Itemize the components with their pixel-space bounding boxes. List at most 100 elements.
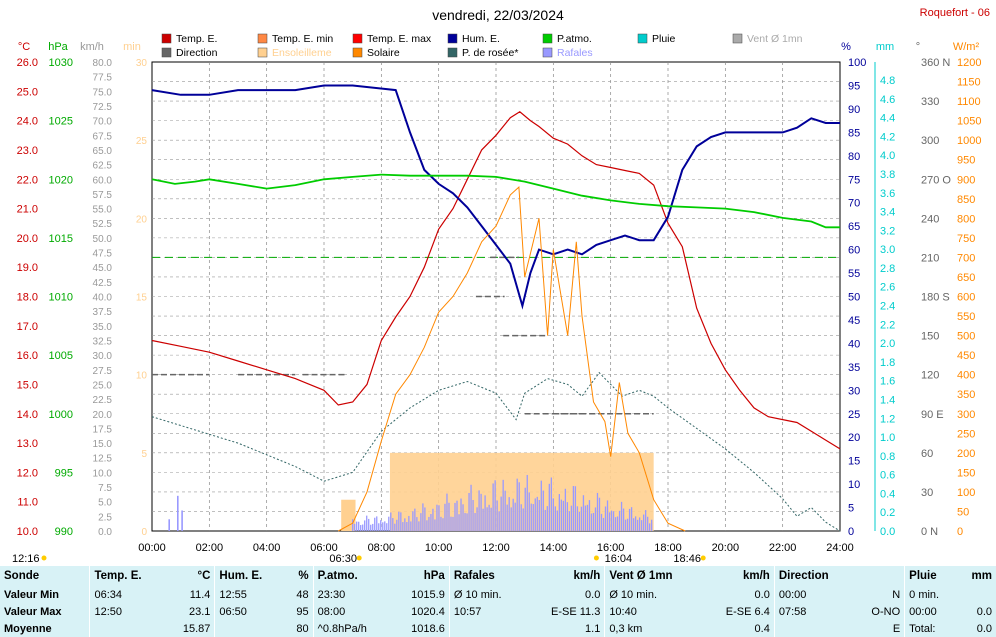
stats-cell: 0,3 km [604, 620, 703, 637]
rain-tick-label: 4.8 [880, 75, 895, 87]
stats-cell: 48 [296, 589, 309, 602]
solar-tick-label: 200 [957, 448, 975, 460]
temp-tick-label: 22.0 [17, 174, 38, 186]
solar-tick-label: 1050 [957, 116, 981, 128]
humidity-tick-label: 20 [848, 432, 860, 444]
stats-cell: 1020.4 [411, 605, 445, 618]
temp-tick-label: 26.0 [17, 57, 38, 69]
stats-cell: 06:34 [89, 586, 166, 604]
humidity-tick-label: 5 [848, 503, 854, 515]
direction-tick-label: 360 N [921, 57, 950, 69]
pressure-tick-label: 990 [55, 526, 73, 538]
rain-tick-label: 3.0 [880, 244, 895, 256]
legend-swatch [352, 47, 363, 58]
weather-chart: vendredi, 22/03/2024 Roquefort - 06 Temp… [12, 7, 990, 565]
stats-header-wind: Vent Ø 1mn [604, 566, 703, 587]
temp-tick-label: 17.0 [17, 321, 38, 333]
direction-unit-label: ° [916, 41, 920, 53]
humidity-tick-label: 60 [848, 245, 860, 257]
stats-cell: 1018.6 [411, 622, 445, 635]
temp-tick-label: 21.0 [17, 204, 38, 216]
wind-tick-label: 70.0 [93, 117, 113, 128]
stats-row-avg: Moyenne 15.87 80 ^0.8hPa/h 1018.6 1.1 0,… [0, 620, 996, 637]
direction-tick-label: 0 N [921, 526, 938, 538]
direction-tick-label: 150 [921, 331, 939, 343]
humidity-tick-label: 85 [848, 127, 860, 139]
legend-label: Solaire [367, 47, 400, 59]
pressure-tick-label: 1000 [49, 409, 73, 421]
time-tick-label: 10:00 [425, 542, 453, 554]
legend-label: Pluie [652, 33, 676, 45]
stats-cell: 00:00 [773, 586, 854, 604]
legend-label: P. de rosée* [462, 47, 518, 59]
pressure-tick-label: 1025 [49, 116, 73, 128]
rain-tick-label: 1.6 [880, 376, 895, 388]
humidity-tick-label: 95 [848, 80, 860, 92]
sun_min-unit-label: min [123, 41, 141, 53]
stats-header-sonde: Sonde [4, 570, 40, 583]
humidity-tick-label: 40 [848, 338, 860, 350]
stats-cell [957, 587, 996, 604]
chart-title: vendredi, 22/03/2024 [432, 7, 564, 23]
rain-tick-label: 0.6 [880, 470, 895, 482]
humidity-tick-label: 65 [848, 221, 860, 233]
solar-tick-label: 50 [957, 506, 969, 518]
rain-tick-label: 4.2 [880, 131, 895, 143]
humidity-tick-label: 50 [848, 292, 860, 304]
pressure-tick-label: 1015 [49, 233, 73, 245]
pressure-tick-label: 1020 [49, 174, 73, 186]
legend-swatch [257, 33, 268, 44]
legend-swatch [447, 47, 458, 58]
solar-tick-label: 1150 [957, 77, 981, 89]
stats-table: Sonde Temp. E. °C Hum. E. % P.atmo. hPa … [0, 566, 996, 637]
stats-cell [89, 620, 166, 637]
solar-tick-label: 500 [957, 331, 975, 343]
pressure-tick-label: 1010 [49, 292, 73, 304]
temp-tick-label: 11.0 [17, 497, 38, 509]
pressure-tick-label: 995 [55, 467, 73, 479]
sunshine-bar [341, 499, 356, 531]
rain-tick-label: 4.0 [880, 150, 895, 162]
wind-tick-label: 0.0 [98, 527, 112, 538]
sun_min-tick-label: 30 [136, 58, 148, 69]
station-name: Roquefort - 06 [920, 7, 990, 19]
stats-cell: 10:57 [448, 603, 526, 621]
wind-tick-label: 27.5 [93, 366, 113, 377]
series-line-p-atmo [151, 173, 840, 229]
stats-cell: 07:58 [773, 603, 854, 621]
rain-unit-label: mm [876, 41, 894, 53]
direction-tick-label: 270 O [921, 174, 951, 186]
stats-cell [773, 620, 854, 637]
time-marker-label: 12:16 [12, 553, 40, 565]
temp-unit-label: °C [18, 41, 30, 53]
humidity-tick-label: 0 [848, 526, 854, 538]
sun_min-tick-label: 15 [136, 293, 148, 304]
plot-area [151, 84, 841, 532]
stats-cell [448, 620, 526, 637]
time-tick-label: 08:00 [368, 542, 396, 554]
rain-tick-label: 2.0 [880, 338, 895, 350]
wind-tick-label: 65.0 [93, 146, 113, 157]
stats-row-max: Valeur Max 12:50 23.1 06:50 95 08:00 102… [0, 603, 996, 621]
stats-cell: 0.0 [976, 622, 992, 635]
legend-swatch [542, 47, 553, 58]
solar-tick-label: 300 [957, 409, 975, 421]
temp-tick-label: 18.0 [17, 292, 38, 304]
legend-label: Rafales [557, 47, 593, 59]
wind-tick-label: 37.5 [93, 307, 113, 318]
time-marker-label: 06:30 [329, 553, 357, 565]
rain-tick-label: 3.4 [880, 207, 895, 219]
stats-cell: 15.87 [182, 622, 211, 635]
stats-cell: 11.4 [189, 589, 211, 602]
solar-tick-label: 750 [957, 233, 975, 245]
humidity-tick-label: 15 [848, 456, 860, 468]
humidity-tick-label: 30 [848, 385, 860, 397]
rain-tick-label: 3.8 [880, 169, 895, 181]
stats-cell: Ø 10 min. [604, 586, 703, 604]
wind-tick-label: 15.0 [93, 439, 113, 450]
direction-tick-label: 210 [921, 252, 939, 264]
solar-tick-label: 900 [957, 174, 975, 186]
rain-tick-label: 2.8 [880, 263, 895, 275]
series-line-p-de-ros-e [151, 371, 841, 532]
sun_min-tick-label: 20 [136, 214, 148, 225]
